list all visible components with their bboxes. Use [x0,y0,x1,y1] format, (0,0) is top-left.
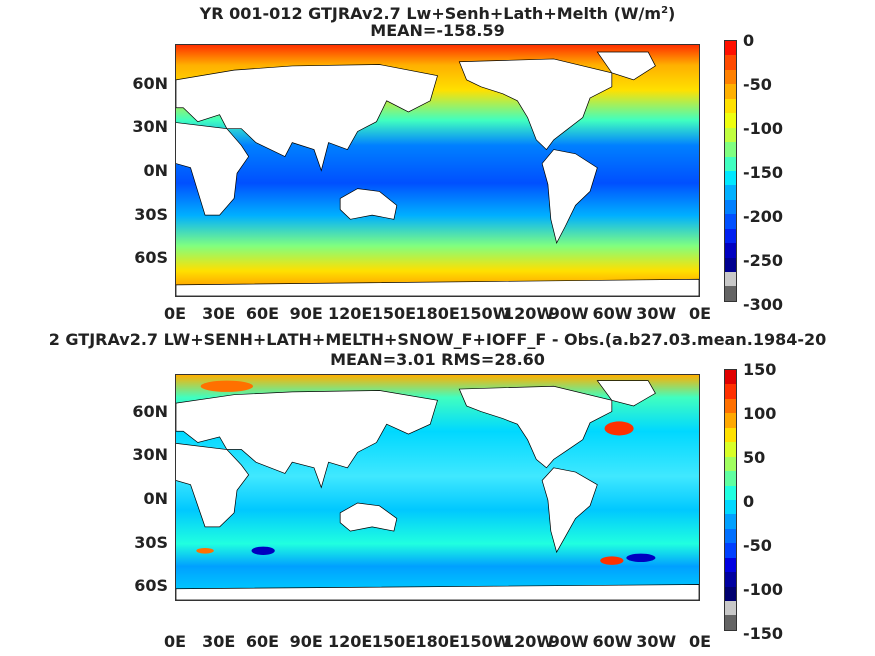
lon-label: 60E [245,304,280,323]
land-masks [176,51,699,296]
lon-label: 60W [592,304,633,323]
panel2-colorbar [724,369,737,631]
panel1-colorbar [724,40,737,302]
panel2-map-svg [176,375,699,600]
colorbar-swatch [725,499,736,515]
colorbar-swatch [725,615,736,630]
colorbar-swatch [725,456,736,472]
lon-label: 120E [328,304,373,323]
lon-label: 150W [459,632,511,651]
land-masks-2 [176,380,699,600]
colorbar-swatch [725,185,736,200]
lon-label: 0E [688,304,712,323]
lat-label: 60N [132,402,168,421]
lon-label: 90E [289,632,323,651]
colorbar-tick: -200 [743,207,784,226]
lon-label: 30E [202,304,236,323]
lon-label: 120E [328,632,373,651]
colorbar-tick: 0 [743,492,755,511]
colorbar-tick: -50 [743,536,772,555]
panel1-map [175,44,700,297]
colorbar-tick: 50 [743,448,766,467]
panel2-map [175,374,700,601]
lat-label: 0N [143,489,168,508]
lat-label: 0N [143,161,168,180]
colorbar-swatch [725,528,736,544]
lon-label: 0E [688,632,712,651]
colorbar-tick: -150 [743,163,784,182]
lat-label: 30S [134,533,168,552]
colorbar-tick: 150 [743,360,777,379]
colorbar-swatch [725,127,736,143]
colorbar-tick: 0 [743,31,755,50]
lon-label: 150E [371,304,417,323]
colorbar-swatch [725,514,736,529]
colorbar-tick: -300 [743,295,784,314]
lon-label: 180E [415,304,460,323]
colorbar-swatch [725,214,736,229]
colorbar-swatch [725,485,736,500]
colorbar-swatch [725,427,736,443]
lon-label: 30W [636,304,677,323]
lon-label: 30E [202,632,236,651]
panel1-title: YR 001-012 GTJRAv2.7 Lw+Senh+Lath+Melth … [199,4,676,23]
colorbar-swatch [725,557,736,573]
colorbar-swatch [725,113,736,128]
panel2-stats: MEAN=3.01 RMS=28.60 [330,351,545,369]
lon-label: 150E [371,632,417,651]
colorbar-swatch [725,543,736,558]
colorbar-swatch [725,98,736,114]
lat-label: 60S [134,576,168,595]
colorbar-swatch [725,413,736,428]
lat-label: 60N [132,74,168,93]
lat-label: 30S [134,205,168,224]
anomaly-hotspots [196,380,656,565]
colorbar-swatch [725,398,736,414]
lon-label: 60W [592,632,633,651]
colorbar-swatch [725,142,736,157]
lon-label: 30W [636,632,677,651]
lon-label: 150W [459,304,511,323]
colorbar-swatch [725,601,736,616]
lat-label: 60S [134,248,168,267]
colorbar-swatch [725,286,736,301]
panel1-map-svg [176,45,699,296]
colorbar-tick: -250 [743,251,784,270]
colorbar-swatch [725,257,736,272]
colorbar-swatch [725,156,736,171]
lon-label: 90W [548,304,589,323]
lon-label: 60E [245,632,280,651]
colorbar-swatch [725,41,736,56]
colorbar-swatch [725,442,736,457]
colorbar-swatch [725,228,736,244]
colorbar-swatch [725,586,736,601]
colorbar-swatch [725,55,736,70]
lon-label: 120W [503,632,555,651]
lat-label: 30N [132,445,168,464]
colorbar-swatch [725,69,736,85]
lon-label: 90E [289,304,323,323]
colorbar-swatch [725,370,736,385]
colorbar-swatch [725,572,736,587]
lon-label: 120W [503,304,555,323]
colorbar-swatch [725,471,736,486]
colorbar-swatch [725,199,736,215]
panel1-mean: MEAN=-158.59 [370,22,505,40]
colorbar-swatch [725,272,736,287]
colorbar-tick: -50 [743,75,772,94]
colorbar-tick: -100 [743,580,784,599]
colorbar-swatch [725,243,736,258]
lon-label: 0E [163,304,187,323]
lon-label: 0E [163,632,187,651]
colorbar-tick: 100 [743,404,777,423]
colorbar-tick: -150 [743,624,784,643]
colorbar-swatch [725,170,736,186]
colorbar-swatch [725,84,736,99]
colorbar-swatch [725,384,736,399]
colorbar-tick: -100 [743,119,784,138]
lon-label: 90W [548,632,589,651]
lat-label: 30N [132,117,168,136]
panel2-title: 2 GTJRAv2.7 LW+SENH+LATH+MELTH+SNOW_F+IO… [48,331,827,349]
lon-label: 180E [415,632,460,651]
